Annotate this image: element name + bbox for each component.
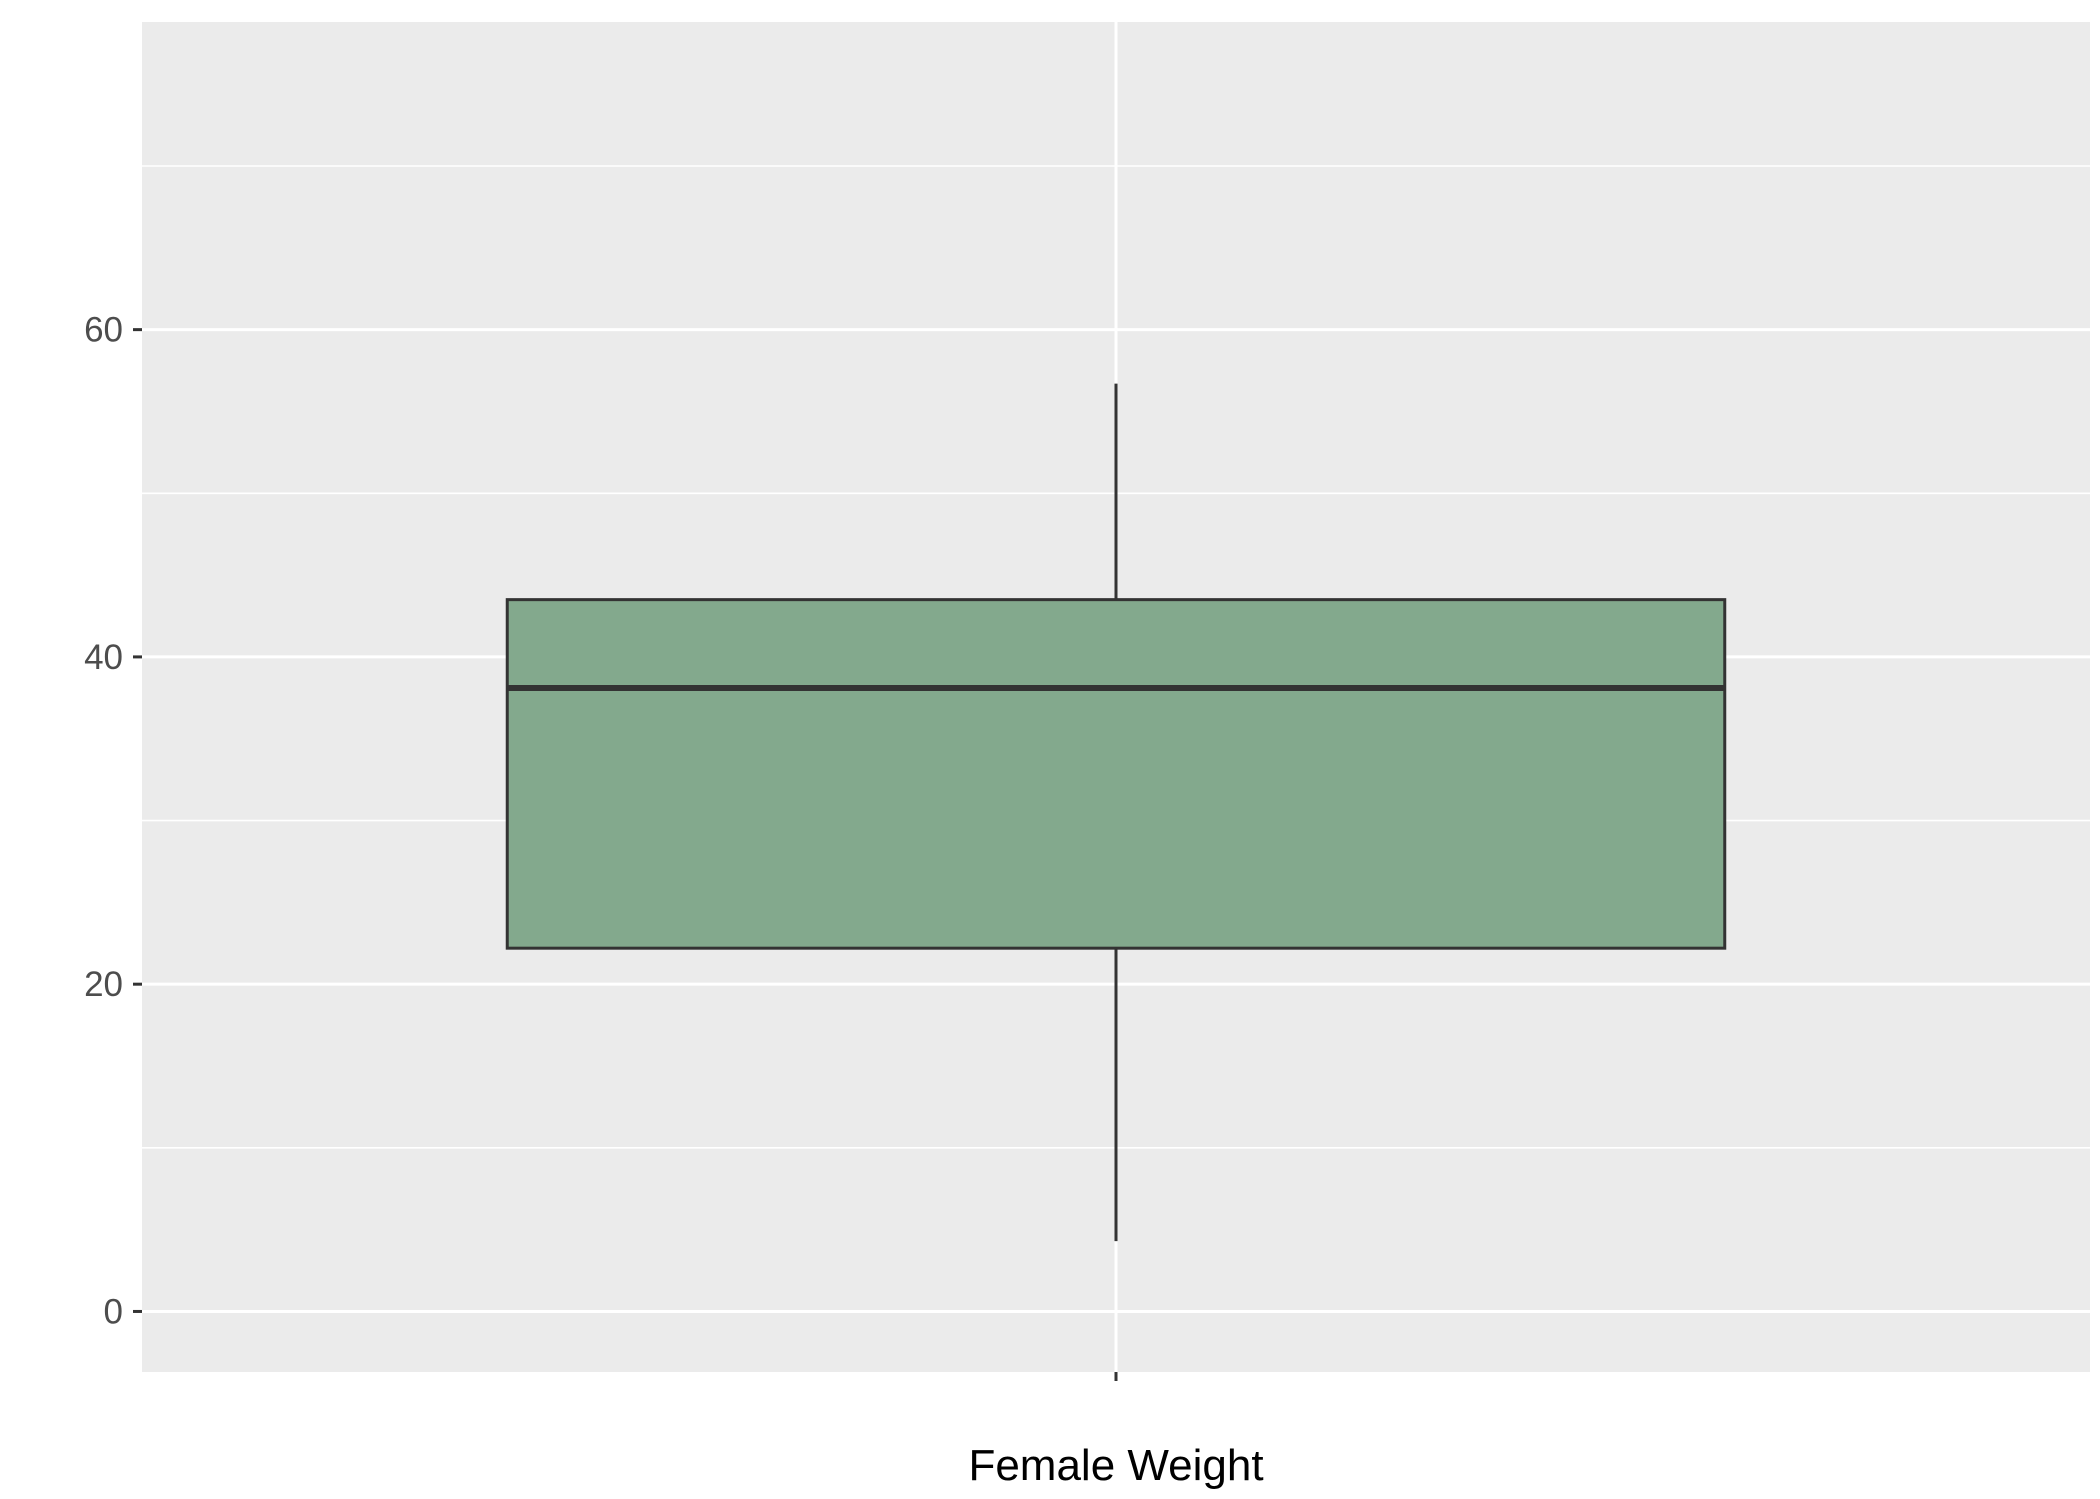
boxes: [505, 383, 1727, 1242]
y-tick-label: 60: [84, 311, 123, 350]
y-tick-label: 20: [84, 965, 123, 1004]
y-tick-label: 40: [84, 638, 123, 677]
axes: 0 20 40 60: [84, 311, 1118, 1381]
box-plot-group: [505, 383, 1727, 1242]
y-tick-label: 0: [104, 1292, 123, 1331]
x-axis-title: Female Weight: [968, 1441, 1263, 1490]
interquartile-box: [505, 598, 1727, 950]
